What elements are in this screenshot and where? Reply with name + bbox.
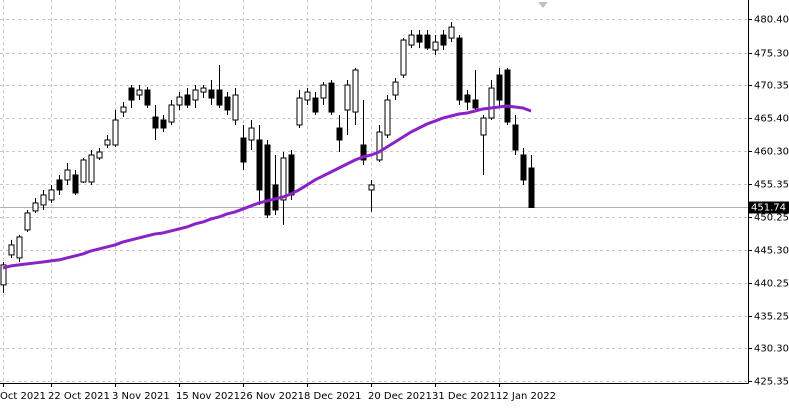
candle-body xyxy=(32,202,39,212)
y-tick-label: 430.30 xyxy=(754,344,789,355)
x-tick-label: 12 Jan 2022 xyxy=(496,391,556,402)
candle-body xyxy=(0,264,7,286)
y-tick-label: 445.30 xyxy=(754,246,789,257)
candle-body xyxy=(360,144,367,161)
candle-body xyxy=(336,127,343,141)
candle-body xyxy=(232,94,239,121)
candle-body xyxy=(120,106,127,113)
candle-body xyxy=(416,34,423,43)
candle-body xyxy=(56,179,63,191)
x-tick-label: 26 Nov 2021 xyxy=(240,391,304,402)
y-tick-label: 455.35 xyxy=(754,180,789,191)
candle-body xyxy=(112,119,119,146)
y-tick-label: 450.25 xyxy=(754,213,789,224)
candle-body xyxy=(384,99,391,136)
y-tick-label: 425.35 xyxy=(754,377,789,388)
candle-body xyxy=(440,34,447,46)
candle-body xyxy=(368,184,375,191)
x-tick-label: 31 Dec 2021 xyxy=(432,391,496,402)
y-tick-label: 460.30 xyxy=(754,147,789,158)
candle-body xyxy=(40,194,47,206)
candle-body xyxy=(392,81,399,96)
y-tick-label: 470.35 xyxy=(754,81,789,92)
candle-body xyxy=(528,167,535,209)
y-tick-label: 440.25 xyxy=(754,279,789,290)
candle-body xyxy=(280,157,287,201)
candle-body xyxy=(152,116,159,129)
candle-body xyxy=(520,154,527,181)
x-tick-label: 22 Oct 2021 xyxy=(48,391,110,402)
y-tick-label: 480.40 xyxy=(754,15,789,26)
candle-body xyxy=(72,174,79,194)
candle-body xyxy=(400,39,407,76)
candle-body xyxy=(160,119,167,129)
last-price-box xyxy=(749,201,789,214)
candle-body xyxy=(328,82,335,113)
candle-body xyxy=(64,169,71,181)
candle-body xyxy=(464,94,471,103)
candle-body xyxy=(88,154,95,183)
candle-body xyxy=(488,87,495,119)
candle-body xyxy=(24,212,31,231)
candle-body xyxy=(216,89,223,106)
candle-body xyxy=(80,159,87,183)
candle-body xyxy=(352,69,359,113)
candle-body xyxy=(136,89,143,96)
candle-body xyxy=(288,154,295,196)
candle-body xyxy=(344,84,351,111)
y-tick-label: 475.30 xyxy=(754,49,789,60)
x-tick-label: 3 Nov 2021 xyxy=(112,391,170,402)
candle-body xyxy=(424,34,431,49)
candle-body xyxy=(504,69,511,123)
candle-body xyxy=(312,97,319,113)
candle-body xyxy=(208,89,215,99)
candle-body xyxy=(264,144,271,216)
x-tick-label: Oct 2021 xyxy=(0,391,46,402)
x-tick-label: 8 Dec 2021 xyxy=(304,391,362,402)
candle-body xyxy=(456,37,463,101)
candle-body xyxy=(16,236,23,259)
candle-body xyxy=(376,131,383,161)
candle-body xyxy=(128,87,135,101)
last-price-label: 451.74 xyxy=(751,203,786,214)
candle-body xyxy=(168,104,175,123)
candle-body xyxy=(296,97,303,126)
chart-shift-marker xyxy=(538,2,548,8)
candle-body xyxy=(320,84,327,99)
candle-body xyxy=(496,74,503,101)
candle-body xyxy=(184,94,191,106)
x-tick-label: 20 Dec 2021 xyxy=(368,391,432,402)
candle-body xyxy=(480,117,487,136)
candle-body xyxy=(96,151,103,159)
candle-body xyxy=(192,89,199,101)
candle-body xyxy=(176,96,183,106)
y-tick-label: 465.40 xyxy=(754,114,789,125)
candle-body xyxy=(432,41,439,51)
candle-body xyxy=(448,26,455,39)
candle-body xyxy=(104,139,111,146)
x-tick-label: 15 Nov 2021 xyxy=(176,391,240,402)
candle-body xyxy=(224,96,231,111)
candle-body xyxy=(8,244,15,256)
candle-body xyxy=(304,91,311,101)
candle-body xyxy=(240,137,247,163)
moving-average-line xyxy=(2,104,532,270)
candle-body xyxy=(408,34,415,46)
candle-body xyxy=(248,127,255,141)
candle-body xyxy=(48,189,55,201)
candle-body xyxy=(256,139,263,191)
candle-body xyxy=(472,99,479,109)
candle-body xyxy=(200,87,207,93)
candle-body xyxy=(512,124,519,151)
candle-body xyxy=(144,89,151,106)
y-tick-label: 435.25 xyxy=(754,312,789,323)
